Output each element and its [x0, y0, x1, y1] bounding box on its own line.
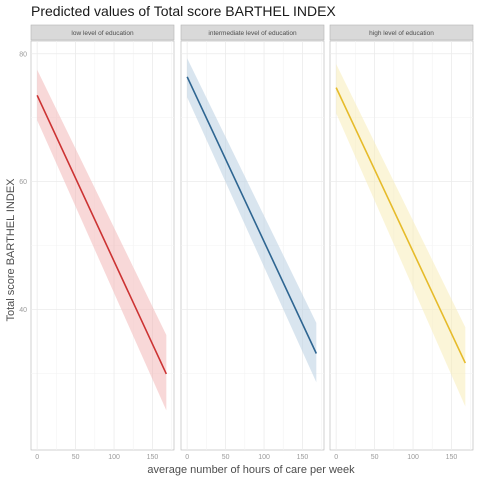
- x-tick-label: 150: [147, 454, 159, 461]
- y-tick-label: 80: [19, 51, 27, 58]
- x-tick-label: 50: [371, 454, 379, 461]
- x-tick-label: 100: [108, 454, 120, 461]
- prediction-line: [186, 76, 318, 354]
- x-tick-label: 0: [185, 454, 189, 461]
- x-tick-label: 50: [72, 454, 80, 461]
- facet-strip: [180, 24, 325, 41]
- confidence-band: [37, 69, 167, 411]
- confidence-band: [336, 64, 466, 407]
- facet-panel: intermediate level of education 0 50 100 150: [180, 24, 325, 461]
- x-tick-label: 150: [446, 454, 458, 461]
- x-tick-label: 100: [258, 454, 270, 461]
- confidence-band: [187, 58, 317, 383]
- x-tick-label: 0: [334, 454, 338, 461]
- y-axis-title: Total score BARTHEL INDEX: [5, 178, 17, 322]
- y-tick-label: 60: [19, 179, 27, 186]
- facet-panel: high level of education 0 50 100 150: [329, 24, 474, 461]
- facet-strip-label: intermediate level of education: [208, 30, 297, 37]
- chart-title: Predicted values of Total score BARTHEL …: [31, 3, 336, 19]
- x-axis-title: average number of hours of care per week: [147, 464, 355, 476]
- facet-panel: low level of education 0 50 100 150: [30, 24, 175, 461]
- y-tick-label: 40: [19, 307, 27, 314]
- x-tick-label: 150: [297, 454, 309, 461]
- facet-strip: [30, 24, 175, 41]
- x-tick-label: 50: [222, 454, 230, 461]
- facet-strip: [329, 24, 474, 41]
- y-axis-ticks: 40 60 80: [19, 51, 27, 314]
- x-tick-label: 0: [35, 454, 39, 461]
- prediction-line: [335, 87, 467, 364]
- x-tick-label: 100: [407, 454, 419, 461]
- prediction-line: [36, 94, 168, 375]
- facet-strip-label: high level of education: [369, 30, 434, 37]
- facet-strip-label: low level of education: [71, 30, 134, 37]
